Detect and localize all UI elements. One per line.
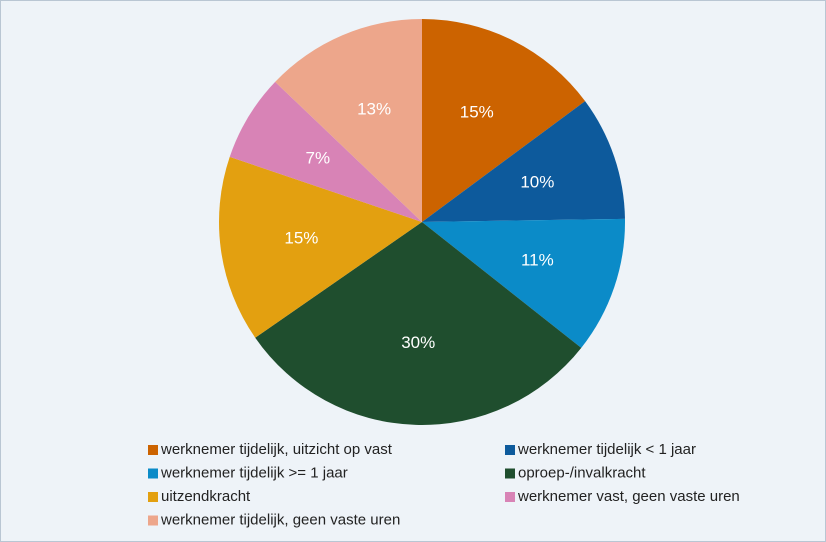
legend-swatch [505,468,515,479]
data-label: 10% [520,172,554,191]
data-label: 13% [357,100,391,119]
data-label: 15% [284,228,318,247]
legend-swatch [148,445,158,455]
legend-label: uitzendkracht [161,488,251,505]
pie-slice [255,222,582,425]
legend-label: werknemer tijdelijk >= 1 jaar [160,464,348,481]
pie-slice [219,156,422,338]
data-label: 7% [306,148,331,167]
pie-slice [229,81,422,223]
legend-swatch [505,445,515,455]
pie-slice [422,19,586,222]
legend-label: werknemer vast, geen vaste uren [517,488,740,505]
data-label: 30% [401,333,435,352]
pie-slice [422,101,625,222]
legend-label: oproep-/invalkracht [518,464,646,481]
legend-swatch [148,468,158,479]
legend-swatch [148,492,158,502]
data-label: 15% [460,103,494,122]
data-label: 11% [521,251,554,270]
pie-slice [422,218,625,348]
legend-swatch [148,515,158,526]
legend-label: werknemer tijdelijk, uitzicht op vast [160,441,393,458]
legend-label: werknemer tijdelijk, geen vaste uren [160,511,400,528]
legend-label: werknemer tijdelijk < 1 jaar [517,441,696,458]
legend-swatch [505,492,515,502]
pie-slice [275,18,422,223]
